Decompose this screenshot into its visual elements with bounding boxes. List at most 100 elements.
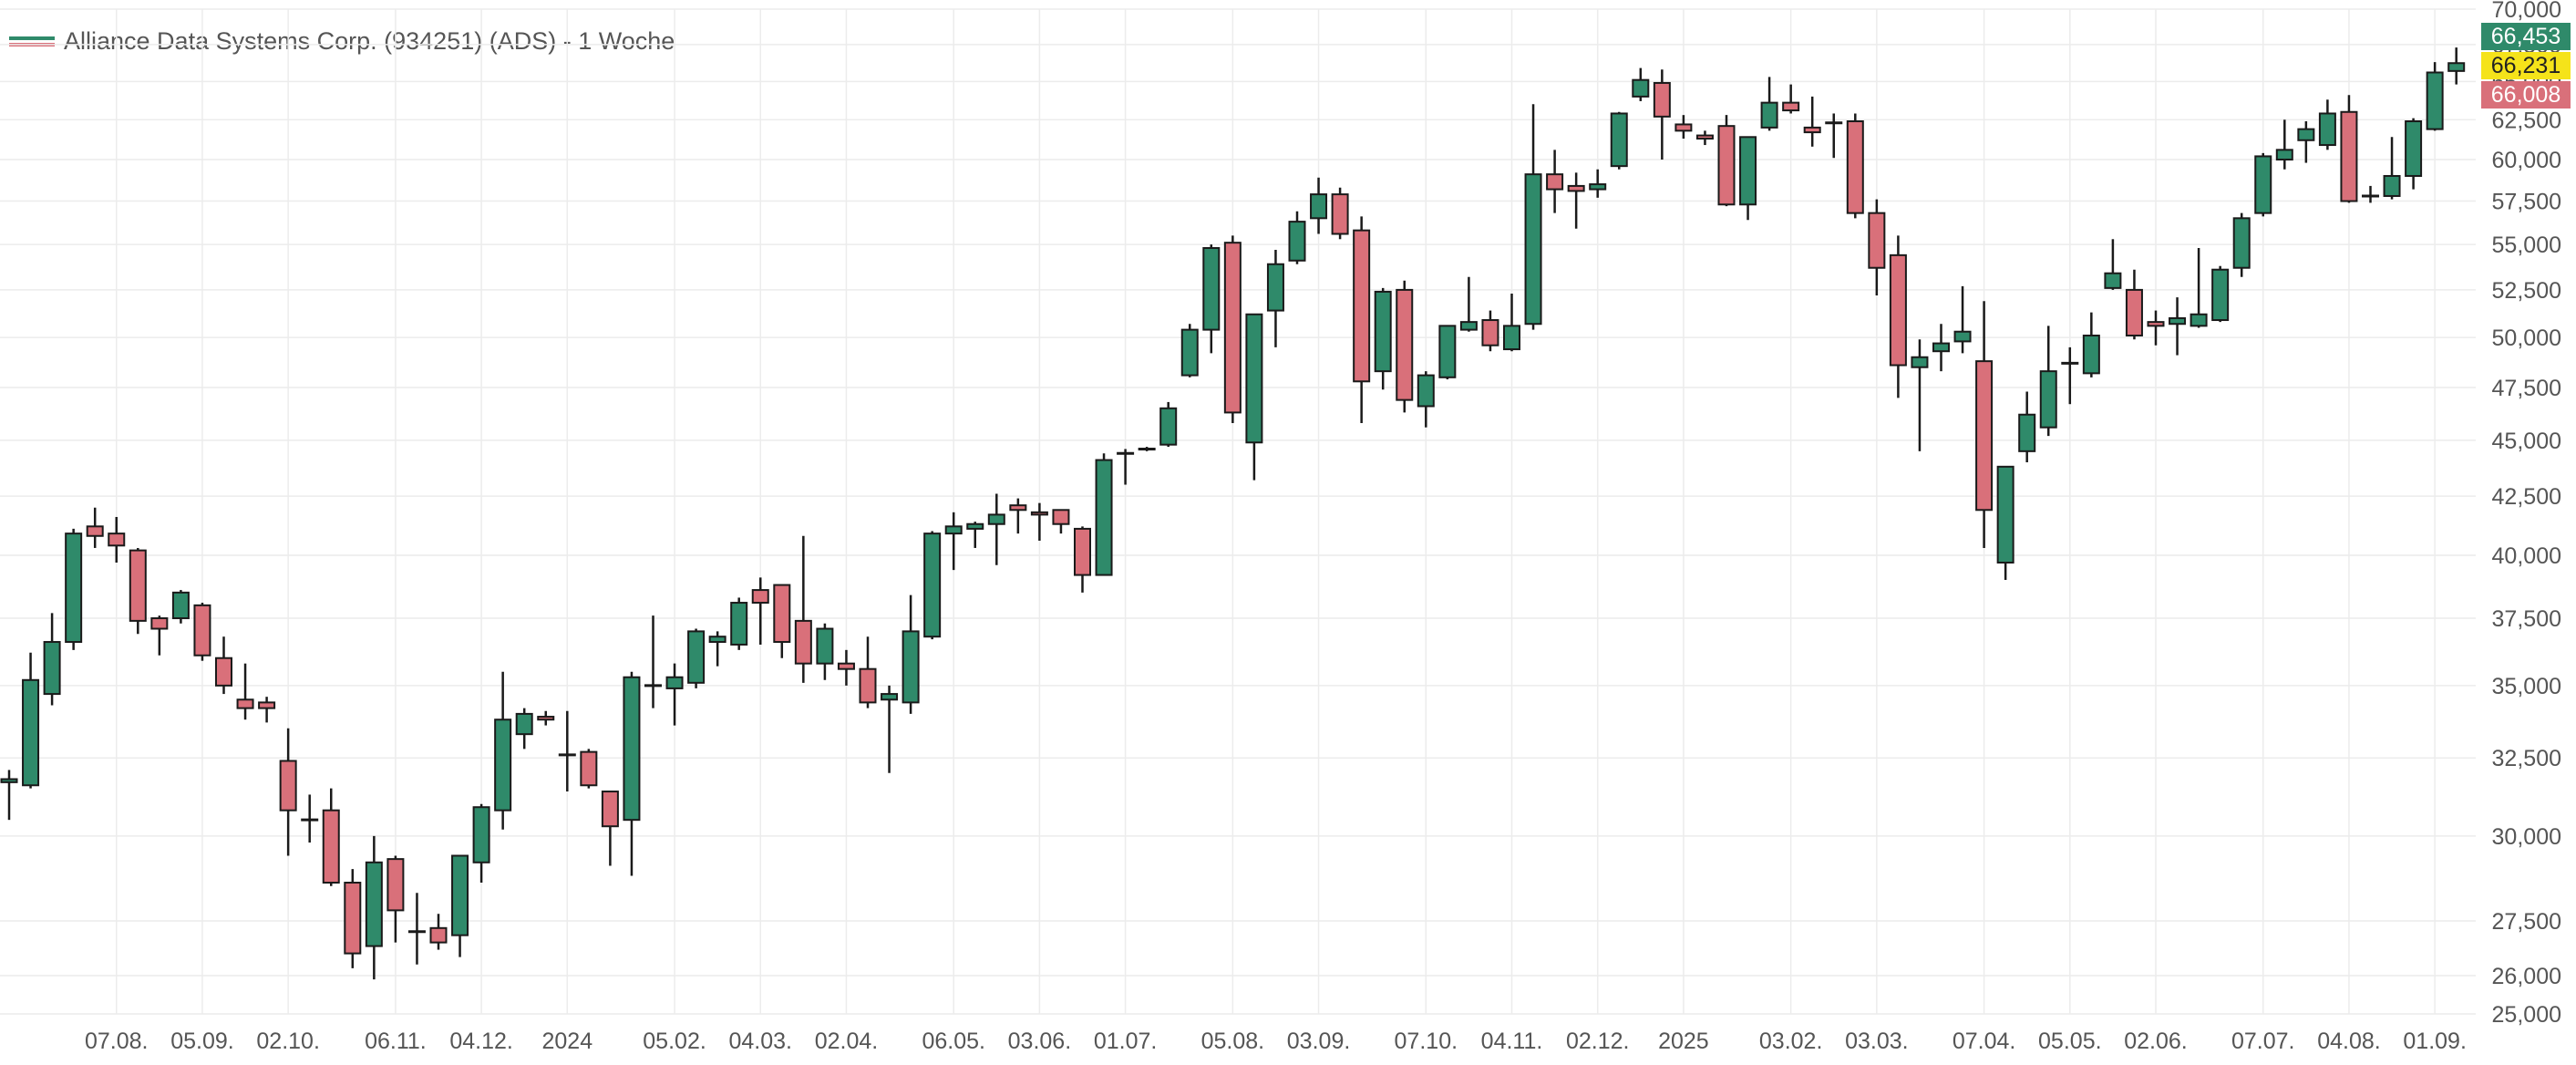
candle-body	[2169, 316, 2187, 326]
price-label-box	[2481, 81, 2571, 109]
candle-body	[1932, 342, 1950, 353]
candle-body	[2104, 272, 2122, 289]
candle-body	[2297, 128, 2315, 141]
y-tick-label: 52,500	[2492, 278, 2561, 304]
candle-body	[365, 861, 383, 947]
candle-body	[1180, 328, 1199, 377]
candle-body	[1911, 356, 1929, 368]
candle-body	[2147, 321, 2165, 327]
candle-body	[601, 791, 619, 828]
chart-title: Alliance Data Systems Corp. (934251) (AD…	[64, 27, 675, 55]
candle-body	[236, 698, 254, 709]
candle-body	[1524, 173, 1542, 326]
candle-body	[2211, 268, 2230, 322]
candle-body	[1739, 136, 1757, 206]
candle-body	[1503, 325, 1520, 351]
x-tick-label: 06.05.	[922, 1029, 985, 1054]
candle-body	[1481, 319, 1499, 346]
candle-body	[386, 858, 405, 912]
candle-body	[1159, 407, 1178, 446]
candle-body	[1266, 263, 1284, 312]
x-tick-label: 05.05.	[2038, 1029, 2102, 1054]
candle-body	[171, 591, 190, 620]
y-tick-label: 30,000	[2492, 824, 2561, 850]
candle-body	[665, 676, 684, 689]
candle-body	[429, 926, 448, 944]
candle-body	[687, 630, 706, 684]
y-tick-label: 55,000	[2492, 233, 2561, 258]
candle-body	[1653, 81, 1671, 118]
y-tick-label: 57,500	[2492, 190, 2561, 215]
x-tick-label: 02.10.	[256, 1029, 320, 1054]
candle-body	[902, 630, 920, 704]
candle-body	[2018, 413, 2036, 452]
candle-body	[923, 532, 942, 638]
candle-body	[2318, 112, 2336, 147]
candle-body	[859, 667, 877, 704]
candle-body	[1245, 313, 1263, 444]
candle-body	[1846, 120, 1864, 214]
candle-body	[1610, 112, 1628, 168]
x-tick-label: 02.06.	[2124, 1029, 2188, 1054]
candle-body	[1889, 253, 1907, 367]
candle-body	[451, 854, 469, 936]
candle-body	[1717, 125, 1736, 206]
price-label-box	[2481, 52, 2571, 79]
candle-body	[515, 712, 533, 736]
candle-body	[258, 701, 276, 709]
candle-body	[623, 676, 641, 822]
x-tick-label: 05.02.	[643, 1029, 706, 1054]
candle-body	[2405, 120, 2423, 177]
candle-body	[1052, 509, 1070, 525]
x-tick-label: 06.11.	[365, 1029, 427, 1054]
candle-body	[730, 602, 748, 646]
candle-body	[1803, 126, 1821, 134]
candle-body	[966, 522, 984, 530]
candle-body	[794, 619, 812, 665]
x-tick-label: 07.10.	[1395, 1029, 1458, 1054]
candle-body	[881, 693, 899, 701]
x-tick-label: 2025	[1658, 1029, 1709, 1054]
candle-body	[1310, 193, 1328, 220]
candle-body	[1030, 511, 1048, 516]
candle-body	[1331, 193, 1349, 235]
candle-body	[215, 657, 232, 687]
y-tick-label: 25,000	[2492, 1002, 2561, 1028]
y-tick-label: 37,500	[2492, 606, 2561, 632]
x-tick-label: 01.07.	[1094, 1029, 1158, 1054]
candle-body	[1459, 321, 1478, 331]
candle-body	[1009, 504, 1027, 512]
candle-body	[472, 806, 490, 863]
y-tick-label: 60,000	[2492, 148, 2561, 173]
candle-body	[1202, 247, 1221, 331]
x-tick-label: 2024	[541, 1029, 592, 1054]
candle-body	[2447, 62, 2466, 72]
candle-body	[2383, 174, 2401, 197]
candle-body	[580, 750, 598, 787]
y-tick-label: 45,000	[2492, 429, 2561, 454]
candle-body	[2082, 334, 2100, 375]
y-tick-label: 40,000	[2492, 543, 2561, 569]
candle-body	[65, 532, 83, 644]
candle-body	[0, 778, 18, 783]
candle-body	[708, 636, 726, 644]
y-tick-label: 26,000	[2492, 964, 2561, 989]
candle-body	[1868, 212, 1886, 269]
candle-body	[1095, 459, 1113, 576]
candle-body	[1782, 101, 1800, 112]
candle-body	[22, 678, 40, 787]
candle-body	[193, 604, 211, 657]
candle-body	[1674, 123, 1693, 132]
x-tick-label: 02.04.	[815, 1029, 879, 1054]
candle-body	[987, 513, 1005, 525]
candle-body	[1074, 527, 1091, 576]
candle-body	[2039, 370, 2057, 429]
candle-body	[1760, 101, 1778, 129]
candle-body	[344, 882, 362, 955]
y-tick-label: 42,500	[2492, 484, 2561, 510]
candle-body	[773, 584, 791, 644]
candle-body	[837, 662, 855, 670]
candle-body	[1374, 290, 1392, 373]
y-tick-label: 50,000	[2492, 326, 2561, 351]
